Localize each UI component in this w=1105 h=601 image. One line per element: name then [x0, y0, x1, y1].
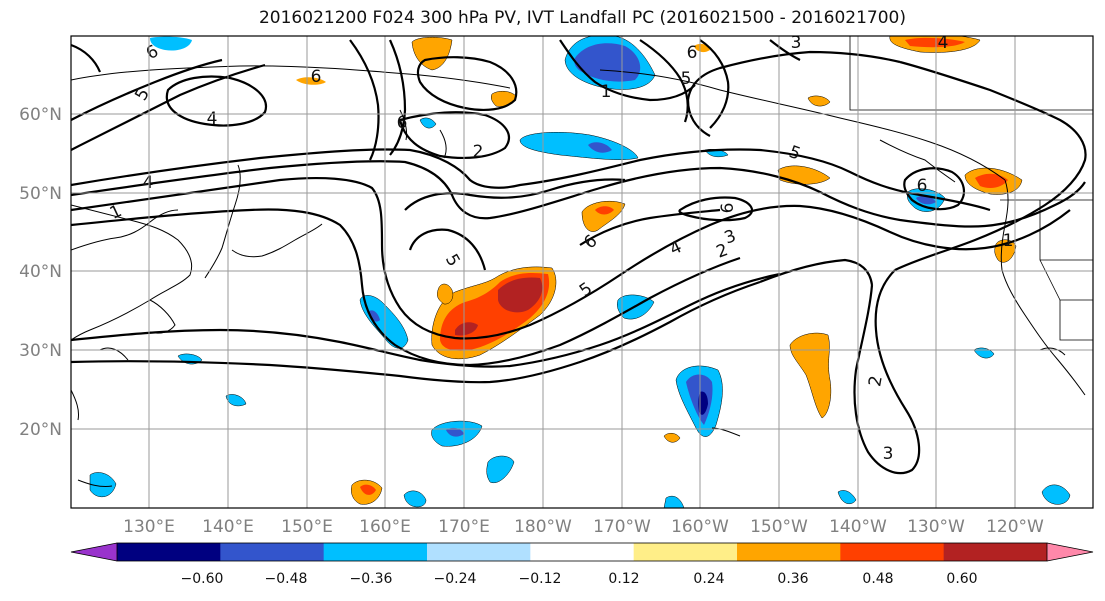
colorbar-tick-label: −0.24: [434, 571, 477, 587]
colorbar-segment: [737, 543, 841, 561]
colorbar-segment: [633, 543, 738, 561]
colorbar-tick-label: −0.12: [519, 571, 562, 587]
lon-label: 140°W: [829, 517, 887, 537]
lon-label: 170°W: [593, 517, 651, 537]
contour-label: 5: [681, 69, 692, 89]
colorbar-segment: [220, 543, 325, 561]
contour-label: 4: [938, 33, 949, 53]
colorbar-tick-label: −0.60: [181, 571, 224, 587]
colorbar-tick-label: 0.12: [608, 571, 639, 587]
lat-label: 60°N: [19, 105, 62, 125]
lat-label: 40°N: [19, 262, 62, 282]
latitude-labels: 60°N 50°N 40°N 30°N 20°N: [19, 105, 62, 440]
map-background: [71, 36, 1093, 508]
lon-label: 150°W: [750, 517, 808, 537]
contour-label: 6: [397, 113, 408, 133]
negative-anomaly-patch: [359, 295, 409, 349]
contour-label: 3: [883, 444, 894, 464]
colorbar-segment: [323, 543, 428, 561]
lon-label: 140°E: [202, 517, 254, 537]
colorbar-tick-label: 0.60: [946, 571, 977, 587]
contour-label: 6: [718, 203, 738, 214]
map-gridlines: [71, 36, 1093, 508]
colorbar-high-extend: [1047, 543, 1093, 561]
contour-label: 6: [311, 67, 322, 87]
colorbar-tick-label: −0.48: [265, 571, 308, 587]
contour-label: 1: [601, 82, 612, 102]
contour-label: 4: [143, 173, 154, 193]
contour-label: 6: [917, 176, 928, 196]
colorbar-segment: [840, 543, 945, 561]
lon-label: 150°E: [281, 517, 333, 537]
lon-label: 130°W: [907, 517, 965, 537]
colorbar-tick-label: 0.48: [862, 571, 893, 587]
contour-label: 3: [791, 33, 802, 53]
colorbar-tick-label: 0.36: [777, 571, 808, 587]
contour-label: 1: [1003, 231, 1014, 251]
colorbar-tick-labels: −0.60 −0.48 −0.36 −0.24 −0.12 0.12 0.24 …: [181, 571, 978, 587]
colorbar-segments: [117, 543, 1048, 561]
lon-label: 170°E: [438, 517, 490, 537]
contour-label: 4: [207, 109, 218, 129]
longitude-labels: 130°E 140°E 150°E 160°E 170°E 180°W 170°…: [123, 517, 1044, 537]
colorbar: −0.60 −0.48 −0.36 −0.24 −0.12 0.12 0.24 …: [70, 542, 1094, 587]
colorbar-segment: [530, 543, 635, 561]
lon-label: 120°W: [986, 517, 1044, 537]
contour-label: 6: [687, 43, 698, 63]
lon-label: 160°E: [359, 517, 411, 537]
contour-label: 2: [473, 142, 484, 162]
map-frame: [70, 35, 1094, 509]
lat-label: 20°N: [19, 420, 62, 440]
filled-anomaly-patches: [89, 36, 1071, 508]
colorbar-segment: [117, 543, 221, 561]
colorbar-segment: [427, 543, 531, 561]
lat-label: 50°N: [19, 184, 62, 204]
colorbar-tick-label: 0.24: [693, 571, 724, 587]
colorbar-low-extend: [71, 543, 117, 561]
pv-contours: [71, 39, 1087, 475]
lon-label: 130°E: [123, 517, 175, 537]
colorbar-tick-label: −0.36: [350, 571, 393, 587]
colorbar-segment: [943, 543, 1048, 561]
lon-label: 160°W: [671, 517, 729, 537]
lat-label: 30°N: [19, 341, 62, 361]
contour-label: 2: [865, 374, 887, 388]
lon-label: 180°W: [514, 517, 572, 537]
map-title: 2016021200 F024 300 hPa PV, IVT Landfall…: [258, 8, 906, 28]
